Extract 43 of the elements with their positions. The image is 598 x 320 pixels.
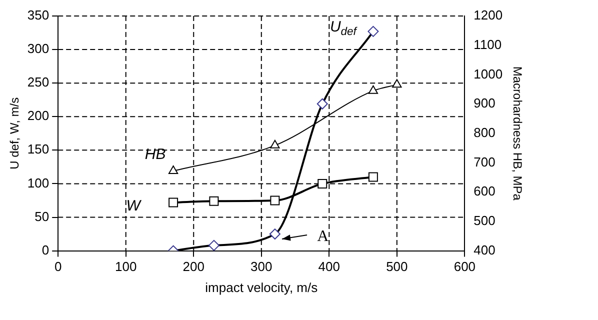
x-tick-label: 500 (386, 259, 408, 274)
point (318, 178, 328, 188)
y-tick-label: 250 (27, 74, 50, 90)
point (270, 196, 280, 206)
series-label: W (126, 198, 142, 215)
point (208, 240, 220, 251)
point (316, 98, 328, 110)
y2-tick-label: 1000 (474, 66, 503, 82)
point (209, 196, 219, 206)
point (368, 85, 378, 94)
x-tick-label: 400 (318, 259, 340, 274)
y2-tick-label: 800 (474, 124, 496, 140)
y-tick-label: 300 (27, 41, 50, 56)
point (368, 26, 379, 37)
point (270, 140, 280, 148)
series-label: HB (144, 146, 166, 164)
y2-axis-title: Macrohardness HB, MPa (510, 66, 524, 201)
y2-tick-label: 500 (474, 213, 496, 228)
x-tick-label: 600 (454, 259, 476, 274)
y-tick-label: 50 (34, 208, 50, 224)
y2-tick-label: 900 (474, 96, 496, 111)
x-tick-label: 100 (115, 259, 137, 274)
y-tick-label: 0 (42, 242, 50, 258)
y2-tick-label: 400 (474, 242, 496, 258)
annotation: A (317, 228, 330, 246)
x-tick-label: 200 (182, 259, 204, 274)
x-tick-label: 0 (54, 259, 62, 274)
point (368, 172, 378, 182)
y-tick-label: 350 (27, 8, 50, 23)
point (168, 198, 178, 208)
y-tick-label: 200 (27, 108, 50, 124)
x-tick-label: 300 (250, 259, 272, 274)
y2-tick-label: 700 (474, 154, 496, 170)
y-axis-title: U def, W, m/s (8, 97, 22, 170)
x-axis-title: impact velocity, m/s (205, 280, 318, 295)
point (168, 165, 178, 174)
y2-tick-label: 1200 (474, 8, 503, 23)
y2-tick-label: 1100 (474, 36, 502, 52)
y2-tick-label: 600 (474, 184, 496, 199)
point (392, 79, 402, 88)
y-tick-label: 150 (27, 142, 50, 157)
point (269, 228, 280, 240)
y-tick-label: 100 (27, 175, 50, 190)
